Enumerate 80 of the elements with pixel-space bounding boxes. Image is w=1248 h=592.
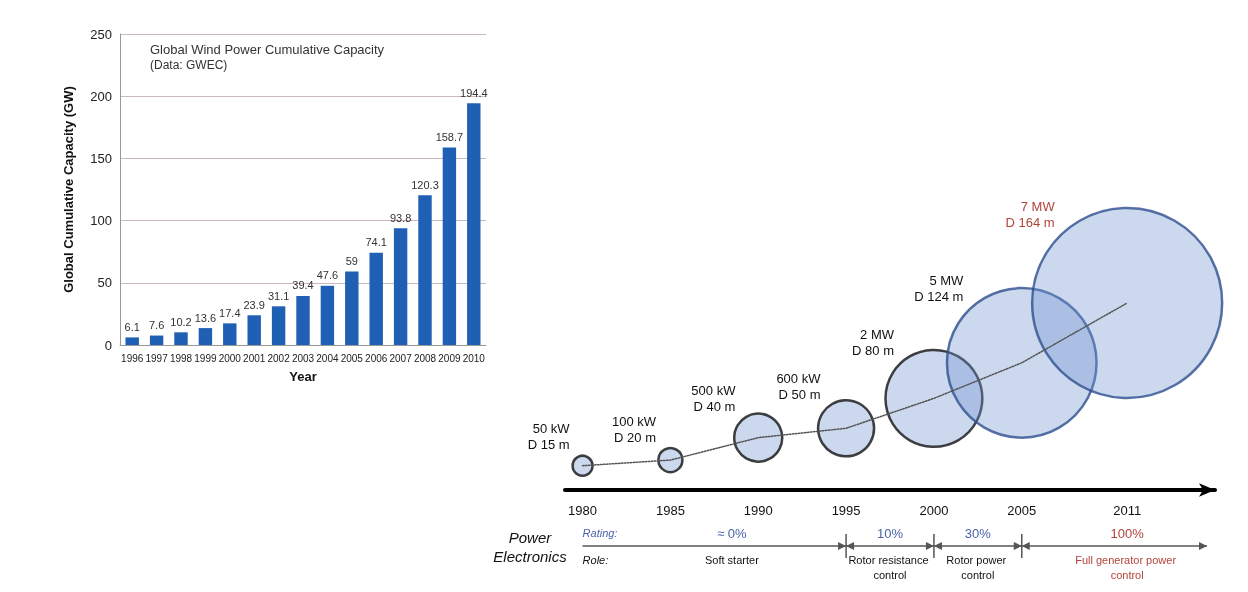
x-tick-label: 2008 — [413, 352, 437, 364]
data-label: 194.4 — [460, 86, 488, 99]
x-tick-label: 1990 — [743, 503, 773, 518]
bar — [174, 332, 188, 345]
bar — [198, 328, 213, 345]
annotation: 500 kW D 40 m — [691, 383, 737, 415]
text: Full generator power control — [1075, 553, 1180, 581]
x-tick-label: 1998 — [169, 352, 193, 364]
text: Rating: — [582, 527, 618, 539]
text: 100% — [1110, 525, 1145, 541]
data-label: 47.6 — [316, 269, 339, 282]
data-label: 23.9 — [243, 298, 265, 311]
text: Global Wind Power Cumulative Capacity — [150, 42, 385, 57]
x-tick-label: 1995 — [831, 503, 861, 518]
text: Rotor power control — [946, 553, 1010, 581]
x-tick-label: 2007 — [389, 352, 413, 364]
x-tick-label: 2005 — [340, 352, 364, 364]
data-label: 39.4 — [292, 279, 314, 292]
x-tick-label: 1985 — [655, 503, 685, 518]
bar — [223, 323, 237, 345]
annotation: 2 MW D 80 m — [852, 326, 895, 358]
x-tick-label: 2000 — [218, 352, 242, 364]
data-label: 10.2 — [170, 315, 192, 328]
x-axis-title: Year — [289, 369, 317, 384]
x-tick-label: 2010 — [462, 352, 486, 364]
text: Power Electronics — [493, 529, 568, 565]
x-tick-label: 1999 — [194, 352, 217, 364]
data-label: 120.3 — [411, 178, 439, 191]
text: Role: — [582, 554, 609, 566]
text: Rotor resistance control — [848, 553, 932, 581]
bar — [271, 306, 286, 345]
bar — [467, 103, 481, 345]
x-tick-label: 2005 — [1007, 503, 1037, 518]
y-tick-label: 0 — [104, 337, 112, 353]
text: Soft starter — [704, 554, 760, 566]
bar — [393, 228, 408, 345]
x-tick-label: 2009 — [438, 352, 461, 364]
data-label: 7.6 — [148, 319, 165, 332]
bar — [320, 285, 335, 345]
text: (Data: GWEC) — [150, 58, 228, 72]
text: 7 MW D 164 m — [1005, 199, 1056, 230]
data-label: 17.4 — [219, 306, 241, 319]
data-label: 93.8 — [389, 211, 412, 224]
bar — [418, 195, 432, 345]
annotation: 100 kW D 20 m — [611, 414, 657, 446]
data-label: 74.1 — [365, 236, 387, 249]
annotation: 50 kW D 15 m — [527, 421, 571, 453]
data-label: 59 — [345, 255, 358, 268]
bar — [247, 315, 261, 345]
x-tick-label: 2002 — [267, 352, 291, 364]
bar — [296, 295, 310, 345]
data-label: 13.6 — [194, 311, 217, 324]
x-tick-label: 2011 — [1113, 503, 1142, 518]
x-tick-label: 1997 — [145, 352, 169, 364]
bar — [442, 147, 457, 345]
annotation: 600 kW D 50 m — [776, 371, 822, 403]
y-tick-label: 200 — [90, 88, 112, 104]
bar — [149, 335, 164, 345]
text: 30% — [964, 525, 992, 541]
x-tick-label: 1996 — [121, 352, 144, 364]
y-tick-label: 250 — [90, 26, 112, 42]
x-tick-label: 2000 — [919, 503, 949, 518]
y-tick-label: 150 — [90, 150, 112, 166]
data-label: 6.1 — [124, 320, 140, 333]
data-label: 158.7 — [435, 131, 464, 144]
bar — [125, 337, 139, 345]
bar — [345, 271, 359, 345]
y-axis-title: Global Cumulative Capacity (GW) — [61, 86, 76, 293]
x-tick-label: 1980 — [568, 503, 598, 518]
bar — [369, 252, 383, 345]
data-label: 31.1 — [267, 289, 290, 302]
annotation: 5 MW D 124 m — [914, 272, 965, 304]
y-tick-label: 100 — [90, 213, 112, 229]
text: ≈ 0% — [717, 525, 748, 541]
y-tick-label: 50 — [97, 275, 112, 291]
x-tick-label: 2003 — [291, 352, 315, 364]
text: 10% — [876, 525, 904, 541]
x-tick-label: 2001 — [243, 352, 266, 364]
x-tick-label: 2006 — [365, 352, 388, 364]
x-tick-label: 2004 — [316, 352, 339, 364]
